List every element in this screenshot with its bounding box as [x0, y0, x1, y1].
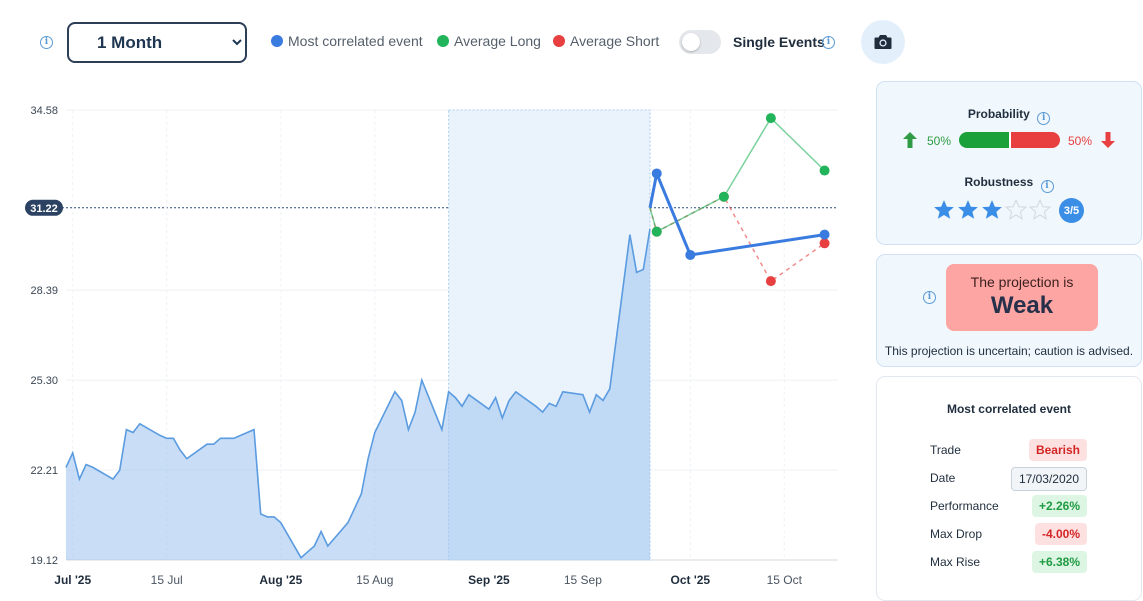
probability-down-value: 50%	[1068, 134, 1093, 148]
x-tick-label: Oct '25	[671, 573, 711, 587]
legend-dot	[553, 35, 565, 47]
projection-point	[819, 238, 830, 249]
y-axis: 34.58 31.22 28.39 25.30 22.21 19.12	[25, 105, 63, 567]
price-area-fill	[66, 228, 650, 561]
y-tick-label: 34.58	[30, 105, 58, 117]
projection-point	[685, 249, 696, 260]
info-icon[interactable]: i	[822, 36, 835, 49]
legend-label: Most correlated event	[288, 33, 423, 49]
event-row-label: Performance	[930, 499, 999, 513]
single-events-toggle[interactable]	[679, 30, 721, 54]
projection-line	[649, 117, 826, 233]
star-icon	[982, 200, 1002, 219]
event-row-label: Date	[930, 471, 956, 485]
price-area	[65, 228, 651, 561]
info-icon[interactable]: i	[1040, 180, 1054, 193]
info-icon[interactable]: i	[1037, 112, 1051, 125]
event-row-label: Max Rise	[930, 555, 981, 569]
y-tick-label: 25.30	[30, 375, 58, 387]
camera-button[interactable]	[861, 20, 905, 64]
star-icon	[958, 200, 978, 219]
camera-icon	[874, 35, 892, 49]
projection-heading: The projection is	[970, 274, 1074, 290]
legend-item-average-short: Average Short	[553, 33, 659, 49]
y-tick-label: 22.21	[30, 465, 58, 477]
arrow-up-icon	[903, 132, 917, 148]
price-chart[interactable]: 34.58 31.22 28.39 25.30 22.21 19.12 Jul '25 15…	[0, 85, 870, 601]
legend-label: Average Long	[454, 33, 541, 49]
projection-line	[648, 168, 825, 257]
probability-down-fill	[1010, 132, 1060, 148]
projection-point	[718, 191, 729, 202]
robustness-stars	[933, 199, 1051, 221]
arrow-down-icon	[1101, 132, 1115, 148]
single-events-label: Single Events	[733, 34, 825, 50]
x-tick-label: 15 Aug	[356, 573, 393, 587]
y-tick-label: 28.39	[30, 285, 58, 297]
event-row-value: +2.26%	[1031, 495, 1087, 517]
robustness-title: Robustness i	[877, 175, 1141, 193]
y-tick-current: 31.22	[30, 203, 58, 215]
projection-card: i The projection is Weak This projection…	[876, 254, 1142, 367]
projection-point	[765, 276, 776, 287]
projection-point	[651, 168, 662, 179]
robustness-badge: 3/5	[1059, 198, 1084, 223]
price-line	[65, 228, 651, 559]
projection-point	[651, 226, 662, 237]
x-axis: Jul '25 15 Jul Aug '25 15 Aug Sep '25 15 Sep O…	[54, 573, 802, 587]
info-icon[interactable]: i	[40, 36, 53, 49]
legend-item-average-long: Average Long	[437, 33, 541, 49]
probability-divider	[1008, 132, 1011, 148]
chart-toolbar: i 1 Month Most correlated event Average …	[0, 0, 905, 85]
x-tick-label: Aug '25	[259, 573, 302, 587]
star-icon	[1029, 199, 1051, 220]
event-row-value: +6.38%	[1031, 551, 1087, 573]
projection-point	[819, 165, 830, 176]
x-tick-label: Sep '25	[468, 573, 510, 587]
star-icon	[1005, 199, 1027, 220]
legend-dot	[437, 35, 449, 47]
event-title: Most correlated event	[946, 402, 1072, 416]
x-tick-label: 15 Oct	[767, 573, 803, 587]
legend-item-most-correlated: Most correlated event	[271, 33, 423, 49]
robustness-title-text: Robustness	[964, 175, 1034, 189]
probability-title: Probability i	[877, 107, 1141, 125]
event-row-value: -4.00%	[1034, 523, 1087, 545]
probability-up-value: 50%	[927, 134, 952, 148]
event-card: Most correlated event Trade Bearish Date 17…	[876, 376, 1142, 601]
projection-point	[765, 113, 776, 124]
event-row-label: Trade	[930, 443, 961, 457]
x-tick-label: Jul '25	[54, 573, 91, 587]
event-row-label: Max Drop	[930, 527, 983, 541]
x-tick-label: 15 Sep	[564, 573, 602, 587]
x-tick-label: 15 Jul	[151, 573, 183, 587]
legend-dot	[271, 35, 283, 47]
current-value-badge	[25, 199, 63, 216]
projection-lines	[648, 113, 830, 287]
toggle-knob	[682, 33, 700, 51]
projection-strength: Weak	[990, 292, 1054, 319]
probability-up-fill	[959, 132, 1009, 148]
info-icon[interactable]: i	[923, 291, 936, 304]
period-select[interactable]: 1 Month	[67, 22, 247, 63]
y-tick-label: 19.12	[30, 555, 58, 567]
event-row-value: Bearish	[1028, 439, 1087, 461]
probability-card: Probability i 50% 50% Robustness i 3/5	[876, 81, 1142, 245]
star-icon	[934, 200, 954, 219]
event-row-value: 17/03/2020	[1010, 467, 1087, 491]
probability-bar	[959, 132, 1060, 148]
legend-label: Average Short	[570, 33, 660, 49]
probability-title-text: Probability	[967, 107, 1030, 121]
projection-verdict: The projection is Weak	[946, 264, 1098, 331]
projection-point	[819, 229, 830, 240]
projection-note: This projection is uncertain; caution is…	[884, 344, 1134, 358]
